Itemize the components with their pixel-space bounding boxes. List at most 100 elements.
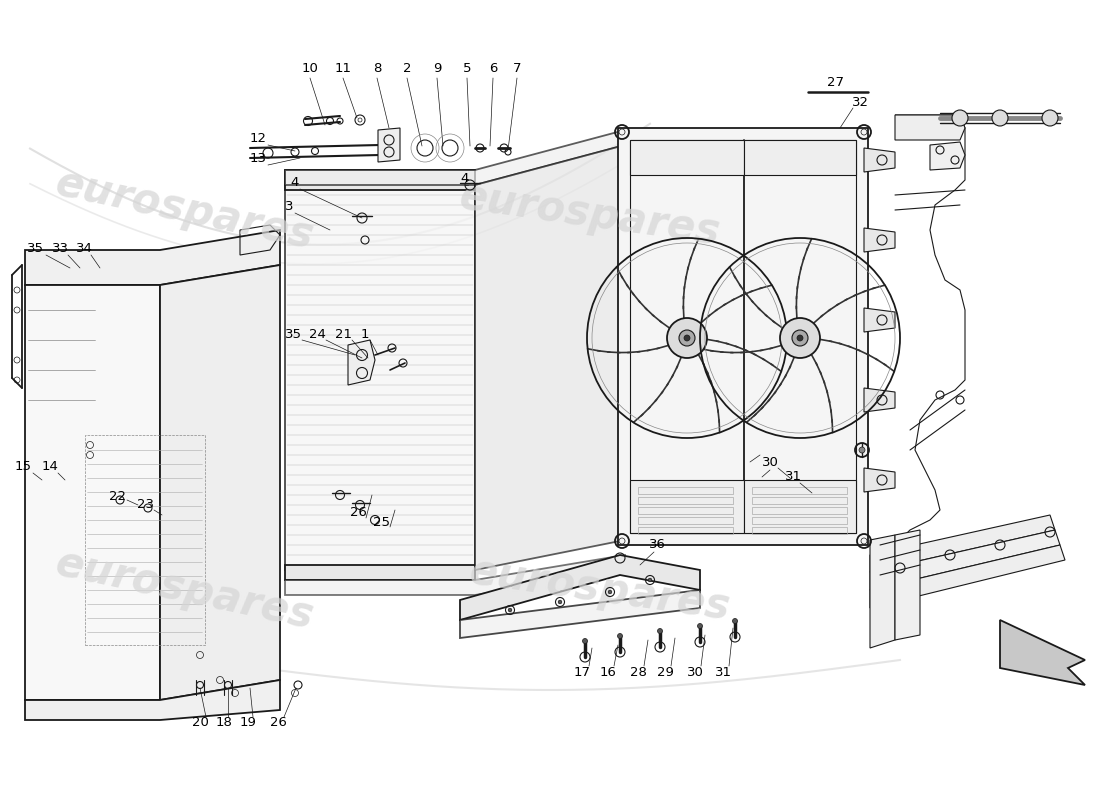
Polygon shape	[870, 530, 1060, 590]
Text: 17: 17	[573, 666, 591, 678]
Polygon shape	[460, 555, 700, 620]
Polygon shape	[285, 565, 475, 580]
Polygon shape	[630, 480, 744, 533]
Polygon shape	[618, 128, 868, 545]
Text: 32: 32	[851, 95, 869, 109]
Polygon shape	[864, 388, 895, 412]
Polygon shape	[864, 228, 895, 252]
Text: 29: 29	[657, 666, 673, 678]
Text: 35: 35	[285, 329, 301, 342]
Circle shape	[679, 330, 695, 346]
Circle shape	[658, 629, 662, 634]
Text: eurospares: eurospares	[456, 176, 723, 254]
Bar	[638, 507, 733, 514]
Bar	[638, 497, 733, 504]
Polygon shape	[864, 148, 895, 172]
Polygon shape	[25, 230, 280, 285]
Bar	[752, 497, 847, 504]
Text: 4: 4	[461, 171, 470, 185]
Polygon shape	[930, 142, 965, 170]
Circle shape	[798, 335, 803, 341]
Text: 30: 30	[761, 455, 779, 469]
Text: 3: 3	[285, 201, 294, 214]
Polygon shape	[864, 308, 895, 332]
Bar	[638, 527, 733, 534]
Polygon shape	[864, 468, 895, 492]
Text: 6: 6	[488, 62, 497, 74]
Text: 20: 20	[191, 717, 208, 730]
Bar	[752, 507, 847, 514]
Text: 2: 2	[403, 62, 411, 74]
Polygon shape	[870, 515, 1055, 572]
Text: 23: 23	[138, 498, 154, 511]
Circle shape	[992, 110, 1008, 126]
Circle shape	[617, 634, 623, 638]
Bar	[752, 487, 847, 494]
Text: 9: 9	[432, 62, 441, 74]
Polygon shape	[744, 480, 856, 533]
Text: 25: 25	[374, 515, 390, 529]
Text: 22: 22	[109, 490, 125, 502]
Circle shape	[684, 335, 690, 341]
Text: 28: 28	[629, 666, 647, 678]
Text: 11: 11	[334, 62, 352, 74]
Text: 1: 1	[361, 329, 370, 342]
Text: 21: 21	[336, 329, 352, 342]
Bar	[752, 517, 847, 524]
Text: 26: 26	[270, 717, 286, 730]
Polygon shape	[285, 555, 625, 595]
Polygon shape	[460, 590, 700, 638]
Text: 10: 10	[301, 62, 318, 74]
Circle shape	[667, 318, 707, 358]
Text: 35: 35	[26, 242, 44, 254]
Polygon shape	[895, 530, 920, 640]
Polygon shape	[348, 340, 375, 385]
Bar	[638, 487, 733, 494]
Text: 5: 5	[463, 62, 471, 74]
Text: 36: 36	[649, 538, 666, 551]
Text: eurospares: eurospares	[466, 551, 734, 629]
Circle shape	[583, 638, 587, 643]
Text: 30: 30	[686, 666, 703, 678]
Polygon shape	[25, 680, 280, 720]
Circle shape	[780, 318, 820, 358]
Circle shape	[697, 623, 703, 629]
Text: 27: 27	[826, 75, 844, 89]
Polygon shape	[870, 535, 895, 648]
Polygon shape	[285, 170, 475, 190]
Circle shape	[558, 600, 562, 604]
Bar	[85, 435, 205, 645]
Polygon shape	[1000, 620, 1085, 685]
Text: eurospares: eurospares	[52, 162, 318, 258]
Polygon shape	[25, 285, 160, 700]
Text: 26: 26	[350, 506, 366, 519]
Circle shape	[733, 618, 737, 623]
Text: 18: 18	[216, 717, 232, 730]
Text: 31: 31	[784, 470, 802, 483]
Text: 14: 14	[42, 461, 58, 474]
Polygon shape	[285, 185, 475, 570]
Circle shape	[1042, 110, 1058, 126]
Text: 12: 12	[250, 131, 266, 145]
Text: 16: 16	[600, 666, 616, 678]
Polygon shape	[744, 140, 856, 175]
Polygon shape	[630, 140, 744, 175]
Circle shape	[859, 447, 865, 453]
Bar	[638, 517, 733, 524]
Circle shape	[508, 608, 512, 612]
Text: eurospares: eurospares	[52, 542, 318, 638]
Text: 4: 4	[290, 175, 299, 189]
Polygon shape	[870, 545, 1065, 608]
Bar	[752, 527, 847, 534]
Circle shape	[952, 110, 968, 126]
Text: 15: 15	[14, 461, 32, 474]
Circle shape	[608, 590, 612, 594]
Polygon shape	[475, 145, 625, 570]
Text: 31: 31	[715, 666, 732, 678]
Text: 13: 13	[250, 151, 266, 165]
Polygon shape	[285, 130, 625, 185]
Text: 34: 34	[76, 242, 92, 254]
Polygon shape	[160, 265, 280, 700]
Text: 19: 19	[240, 717, 256, 730]
Text: 33: 33	[52, 242, 68, 254]
